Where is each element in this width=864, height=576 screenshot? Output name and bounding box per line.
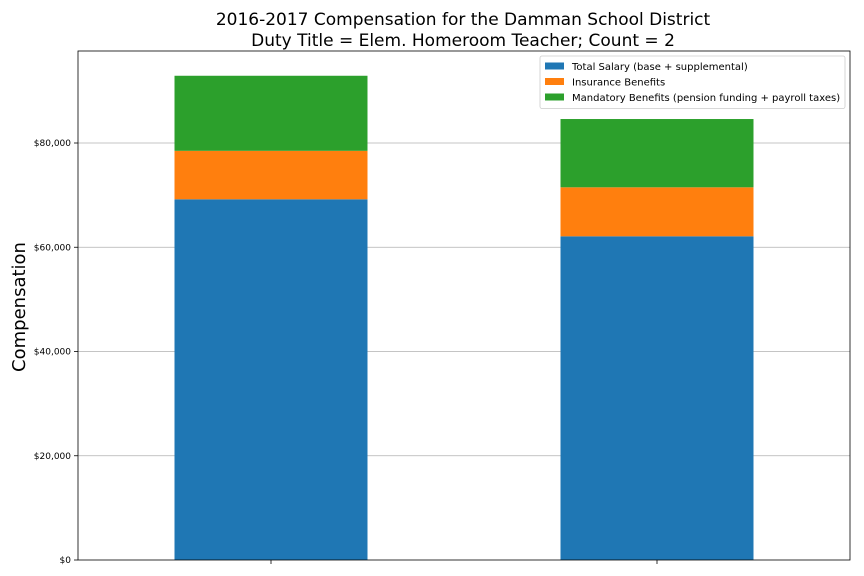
y-tick-label: $40,000 (34, 348, 71, 358)
bar-segment-series-2-category-1 (174, 150, 368, 200)
legend-swatch-3 (545, 93, 564, 101)
chart-title-line-1: 2016-2017 Compensation for the Damman Sc… (216, 10, 711, 30)
bar-segment-series-1-category-2 (560, 236, 754, 561)
y-tick-label: $20,000 (34, 452, 71, 462)
legend-swatch-2 (545, 78, 564, 85)
chart-title-line-2: Duty Title = Elem. Homeroom Teacher; Cou… (251, 31, 675, 51)
plot-frame (77, 50, 851, 561)
bar-segment-series-2-category-2 (560, 187, 754, 237)
axes: $0 $20,000 $40,000 $60,000 $80,000 (34, 50, 851, 566)
legend-label-2: Insurance Benefits (572, 78, 665, 89)
bar-segment-series-3-category-1 (174, 75, 368, 151)
legend-label-3: Mandatory Benefits (pension funding + pa… (572, 93, 840, 104)
bar-segment-series-1-category-1 (174, 199, 368, 560)
bars (174, 75, 754, 561)
legend-box (539, 55, 846, 109)
y-tick-label: $80,000 (34, 139, 71, 149)
y-tick-label: $0 (60, 556, 72, 566)
legend-label-1: Total Salary (base + supplemental) (571, 62, 748, 73)
bar-segment-series-3-category-2 (560, 119, 754, 188)
y-tick-label: $60,000 (34, 243, 71, 253)
y-axis-label: Compensation (9, 242, 30, 372)
legend: Total Salary (base + supplemental) Insura… (539, 55, 846, 109)
legend-swatch-1 (545, 62, 564, 70)
